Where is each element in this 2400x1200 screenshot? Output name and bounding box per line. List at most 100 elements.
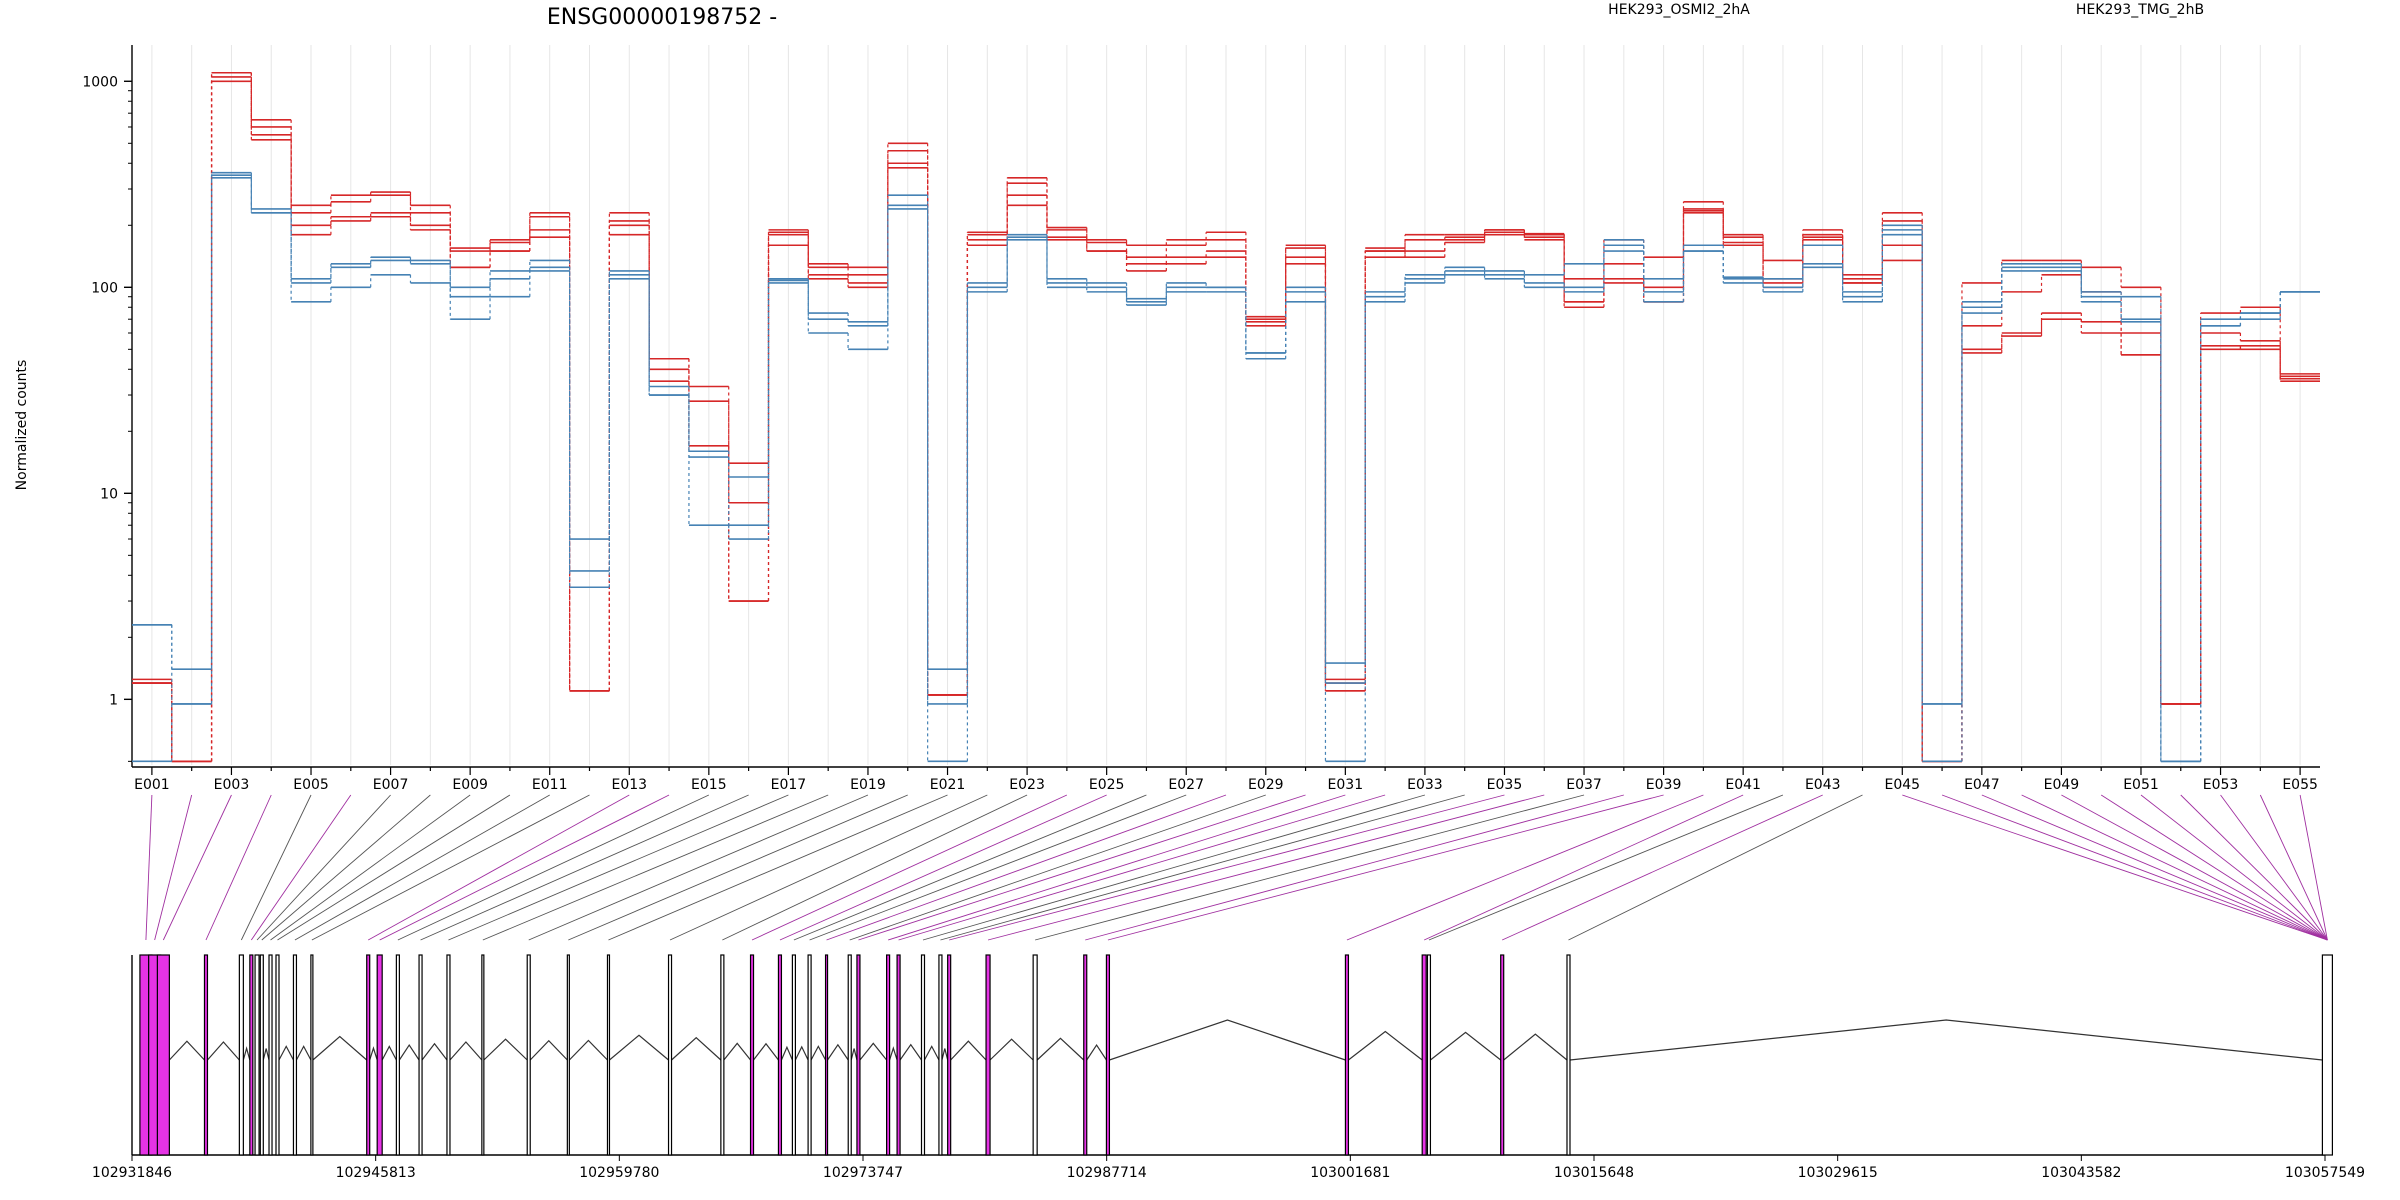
intron-line: [794, 1045, 809, 1061]
intron-line: [1348, 1030, 1423, 1061]
x-tick-label: E033: [1407, 777, 1443, 793]
exon-box-E042: [1426, 954, 1432, 1156]
y-axis-label: Normalized counts: [14, 360, 30, 491]
exon-box-E038: [1083, 954, 1088, 1156]
exon-box-E011: [292, 954, 298, 1156]
x-tick-label: E019: [850, 777, 886, 793]
exon-box-E027: [807, 954, 812, 1156]
exon-box-E022: [667, 954, 673, 1156]
exon-box-E013: [366, 954, 371, 1156]
exon-box-E035: [947, 954, 952, 1156]
x-tick-label: E039: [1646, 777, 1682, 793]
intron-line: [312, 1035, 368, 1061]
x-tick-label: E013: [611, 777, 647, 793]
axes: [124, 45, 2320, 775]
exon-mapping-line: [722, 794, 1028, 941]
exon-box-E009: [268, 954, 273, 1156]
legend-item-tmg: HEK293_TMG_2hB: [2076, 2, 2204, 18]
exon-mapping-line: [1085, 794, 1624, 941]
exon-box-E025: [777, 954, 783, 1156]
coordinate-label: 103001681: [1310, 1165, 1390, 1181]
chart-title: ENSG00000198752 -: [547, 5, 777, 30]
intron-line: [449, 1041, 483, 1061]
exon-box-E015: [395, 954, 400, 1156]
exon-box-E016: [418, 954, 423, 1156]
x-tick-label: E029: [1248, 777, 1284, 793]
intron-line: [1503, 1033, 1568, 1061]
intron-line: [850, 1048, 858, 1061]
coordinate-label: 102945813: [336, 1165, 416, 1181]
x-tick-label: E007: [373, 777, 409, 793]
intron-line: [899, 1043, 922, 1061]
x-tick-label: E017: [771, 777, 807, 793]
exon-mapping-line: [608, 794, 948, 941]
exon-mapping-line: [922, 794, 1426, 941]
coordinate-label: 103043582: [2041, 1165, 2121, 1181]
exon-box-E044: [1566, 954, 1571, 1156]
intron-line: [168, 1040, 205, 1061]
coordinate-label: 102987714: [1067, 1165, 1147, 1181]
exon-mapping-line: [1107, 794, 1664, 941]
intron-line: [295, 1045, 312, 1061]
exon-box-E043: [1500, 954, 1505, 1156]
x-tick-label: E049: [2044, 777, 2080, 793]
exon-mapping-line: [311, 794, 590, 941]
exon-box-E030: [856, 954, 861, 1156]
series-transition-lines: [171, 76, 2281, 762]
grid: [151, 45, 2301, 765]
exon-mapping-line: [1502, 794, 1823, 941]
intron-line: [950, 1040, 987, 1061]
exon-mapping-line: [2140, 794, 2328, 941]
exon-box-E024: [749, 954, 755, 1156]
intron-line: [1569, 1019, 2323, 1061]
exon-mapping-line: [568, 794, 908, 941]
exon-mapping-line: [256, 794, 391, 941]
intron-line: [483, 1038, 528, 1061]
exon-mapping-line: [2100, 794, 2328, 941]
x-tick-label: E047: [1964, 777, 2000, 793]
intron-line: [1109, 1019, 1346, 1061]
intron-line: [989, 1038, 1034, 1061]
intron-line: [1430, 1031, 1502, 1061]
exon-box-E005: [238, 954, 244, 1156]
exon-box-E003: [156, 954, 170, 1156]
x-tick-label: E023: [1009, 777, 1045, 793]
gene-model-track: [131, 954, 2334, 1161]
intron-line: [941, 1048, 949, 1061]
intron-line: [810, 1045, 827, 1061]
x-tick-label: E009: [452, 777, 488, 793]
exon-mapping-line: [793, 794, 1147, 941]
exon-box-E039: [1105, 954, 1111, 1156]
intron-line: [207, 1041, 240, 1061]
intron-line: [780, 1045, 793, 1061]
intron-line: [421, 1042, 448, 1061]
exon-mapping-line: [154, 794, 193, 941]
x-tick-label: E035: [1487, 777, 1523, 793]
intron-line: [889, 1046, 898, 1061]
x-tick-labels: E001 E003 E005 E007 E009 E011 E013 E015 E017 E019…: [134, 777, 2318, 793]
exon-box-E040: [1344, 954, 1350, 1156]
exon-mapping-line: [448, 794, 789, 941]
x-tick-label: E003: [214, 777, 250, 793]
coordinate-label: 102959780: [579, 1165, 659, 1181]
exon-mapping-line: [849, 794, 1266, 941]
coordinate-label: 103057549: [2285, 1165, 2365, 1181]
exon-box-E010: [275, 954, 280, 1156]
intron-line: [859, 1042, 888, 1061]
exon-mapping-line: [887, 794, 1346, 941]
intron-line: [753, 1042, 779, 1061]
exon-mapping-line: [205, 794, 272, 941]
x-tick-label: E027: [1168, 777, 1204, 793]
exon-mapping-line: [1346, 794, 1704, 941]
x-tick-label: E001: [134, 777, 170, 793]
y-tick-label: 1: [109, 692, 118, 708]
x-tick-label: E005: [293, 777, 329, 793]
genomic-coordinate-labels: 102931846 102945813 102959780 102973747 1029…: [92, 1165, 2365, 1181]
exon-mapping-line: [949, 794, 1505, 941]
y-tick-label: 100: [91, 280, 118, 296]
intron-line: [398, 1043, 420, 1061]
exon-mapping-line: [751, 794, 1068, 941]
intron-line: [609, 1034, 669, 1061]
